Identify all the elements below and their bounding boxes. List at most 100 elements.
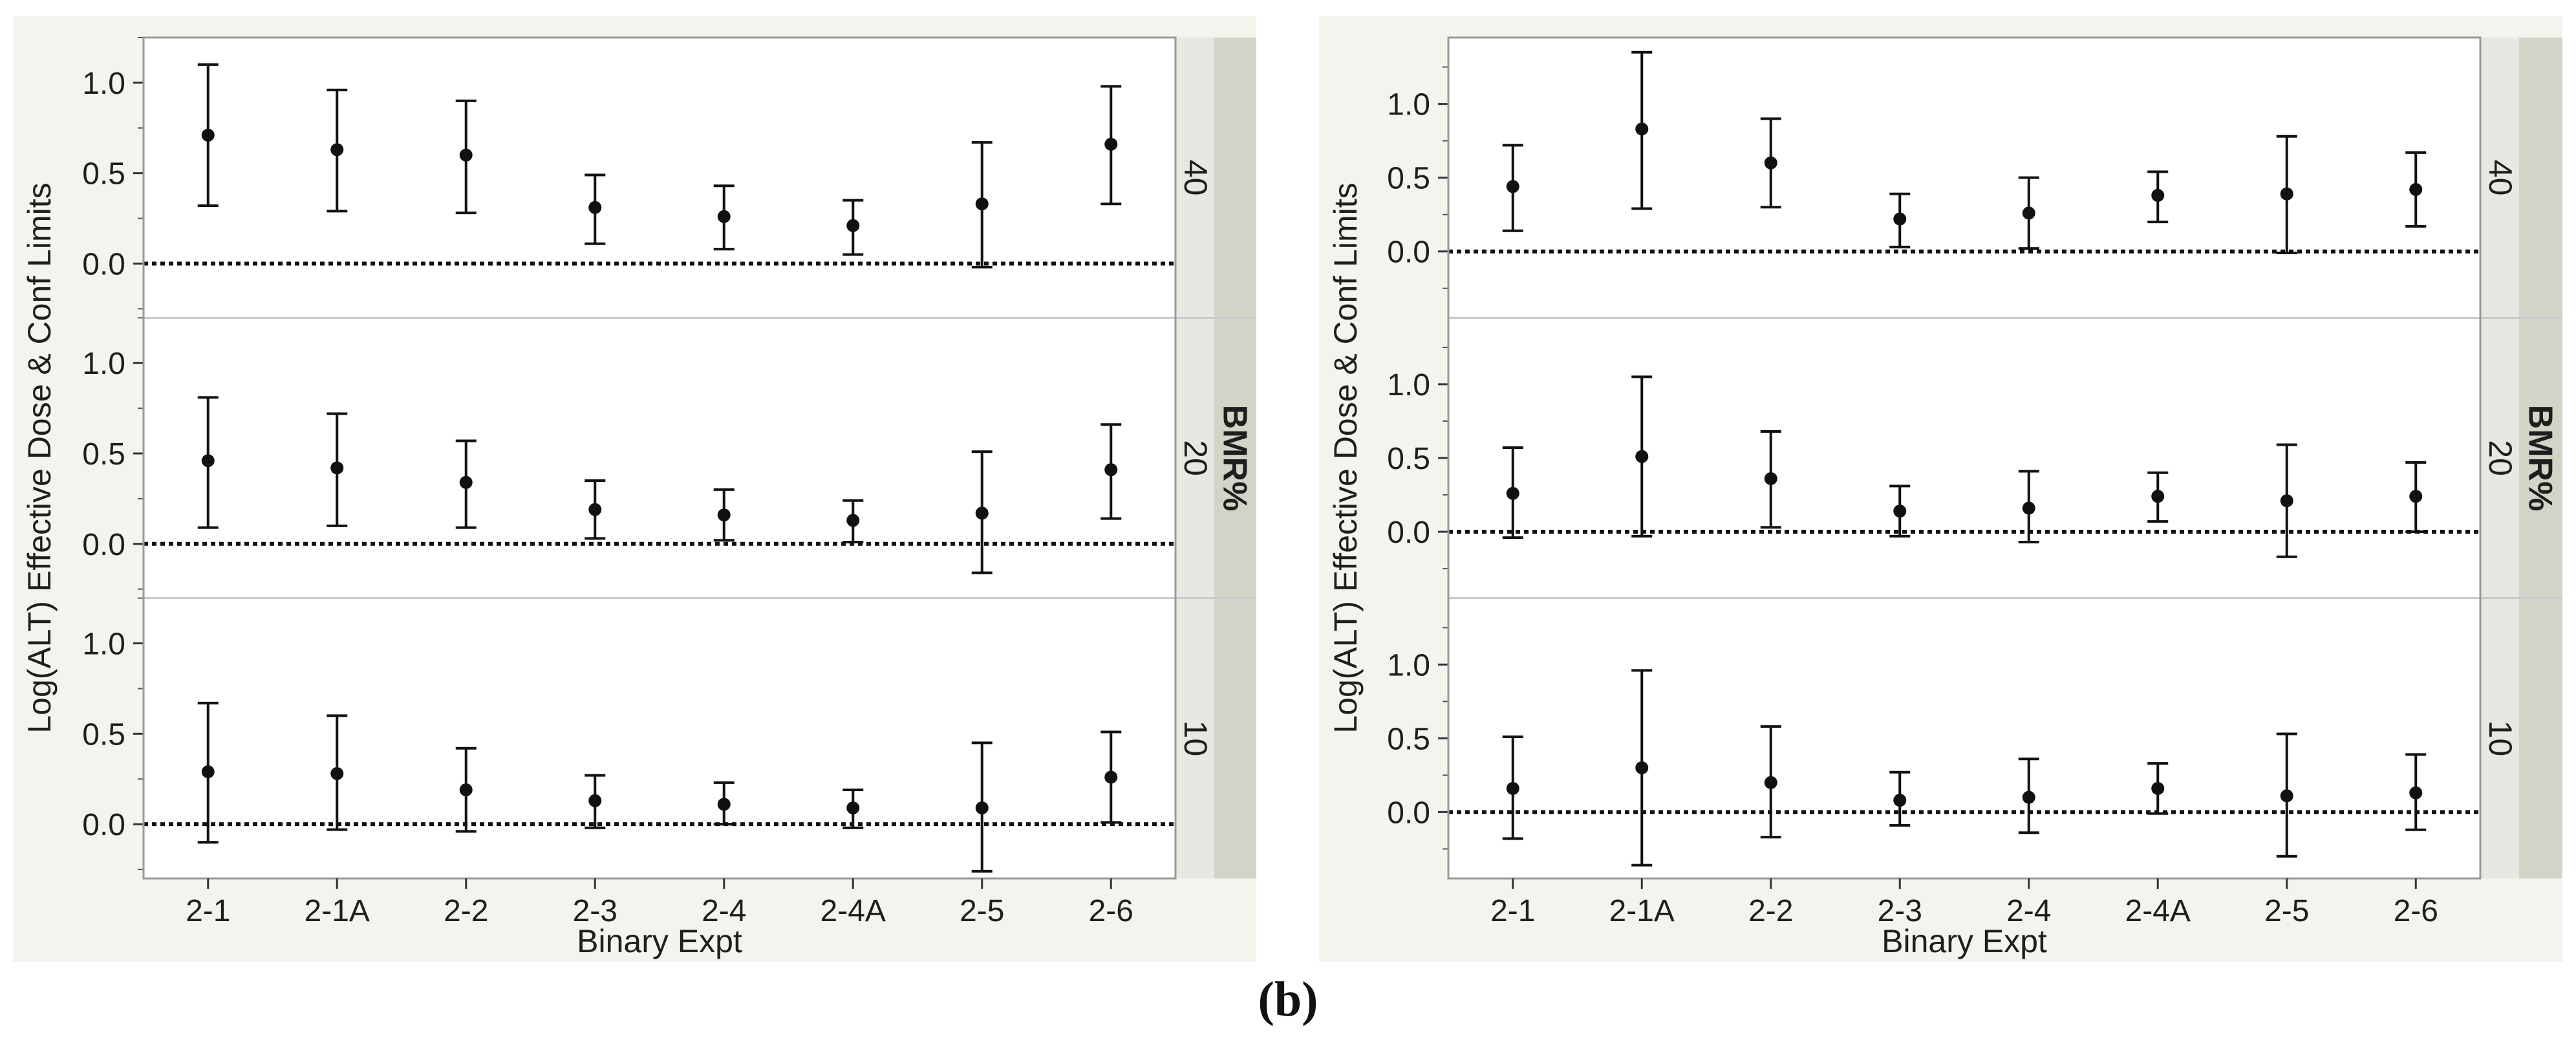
- facet-label: BMR%: [2522, 405, 2559, 512]
- panel-label: 10: [1177, 721, 1214, 757]
- error-bar-2-1: [1502, 144, 1523, 232]
- panel-label: 20: [1177, 440, 1214, 476]
- facet-group-strip: [2519, 38, 2562, 878]
- y-axis-title: Log(ALT) Effective Dose & Conf Limits: [21, 182, 58, 733]
- panel-20: 0.0 0.5 1.0 20: [1387, 316, 2562, 570]
- facet-strip: [2480, 38, 2519, 878]
- figure-caption: (b): [1258, 972, 1318, 1027]
- panel-label: 10: [2482, 721, 2518, 757]
- data-point: [846, 219, 860, 232]
- error-bar-2-3: [585, 774, 606, 829]
- error-bar-2-4: [2018, 470, 2039, 543]
- data-point: [2409, 786, 2423, 800]
- error-bar-2-5: [2276, 135, 2297, 254]
- plot-frame: [142, 36, 1177, 880]
- error-bar-2-3: [585, 173, 606, 245]
- x-tick-label: 2-1: [186, 894, 230, 928]
- plot-frame: [1447, 36, 2482, 880]
- data-point: [975, 197, 989, 211]
- error-bar-2-1A: [327, 89, 348, 213]
- x-tick-label: 2-4A: [821, 894, 886, 928]
- error-bar-2-4A: [843, 789, 864, 829]
- error-bar-2-5: [2276, 443, 2297, 558]
- error-bar-2-4: [713, 184, 735, 251]
- plot-area: [144, 38, 1175, 878]
- error-bar-2-3: [585, 479, 606, 540]
- y-tick-label: 1.0: [82, 347, 125, 381]
- data-point: [2151, 781, 2165, 795]
- y-axis-title: Log(ALT) Effective Dose & Conf Limits: [1327, 182, 1364, 733]
- data-point: [1764, 156, 1777, 169]
- error-bar-2-4A: [843, 199, 864, 256]
- data-point: [1893, 794, 1907, 807]
- error-bar-2-4: [713, 781, 735, 826]
- chart-2: 0.0 0.5 1.0 40 0.0 0.5 1.0 20 0.0 0.5 1.0 10 BMR% 2-1…: [1319, 16, 2562, 962]
- data-point: [1764, 776, 1777, 789]
- panel-label: 40: [1177, 160, 1214, 196]
- data-point: [2409, 182, 2423, 196]
- x-tick-label: 2-5: [2264, 894, 2309, 928]
- x-tick-label: 2-6: [1089, 894, 1133, 928]
- data-point: [2409, 490, 2423, 503]
- plot-area: [1448, 38, 2480, 878]
- data-point: [717, 798, 731, 811]
- y-tick-label: 0.0: [82, 528, 125, 562]
- data-point: [1635, 450, 1649, 463]
- x-tick-label: 2-1A: [1609, 894, 1675, 928]
- data-point: [1104, 770, 1118, 784]
- error-bar-2-4A: [2147, 762, 2169, 815]
- error-bar-2-4: [2018, 176, 2039, 250]
- y-tick-label: 0.0: [1387, 796, 1430, 830]
- panel-10: 0.0 0.5 1.0 10: [1387, 597, 2562, 867]
- data-point: [459, 783, 473, 797]
- facet-group-strip: [1214, 38, 1256, 878]
- error-bar-2-1A: [327, 714, 348, 831]
- data-point: [1104, 137, 1118, 151]
- data-point: [1635, 122, 1649, 136]
- y-tick-label: 0.0: [1387, 516, 1430, 550]
- data-point: [2151, 189, 2165, 202]
- data-point: [201, 128, 215, 142]
- data-point: [975, 801, 989, 814]
- data-point: [330, 767, 344, 780]
- error-bar-2-4: [2018, 757, 2039, 834]
- x-tick-label: 2-4: [2006, 894, 2051, 928]
- error-bar-2-2: [1760, 430, 1781, 529]
- y-tick-label: 0.0: [82, 247, 125, 281]
- data-point: [2022, 206, 2035, 220]
- data-point: [459, 475, 473, 489]
- error-bar-2-5: [971, 741, 993, 873]
- data-point: [330, 461, 344, 475]
- data-point: [2280, 789, 2293, 803]
- data-point: [330, 143, 344, 157]
- error-bar-2-4A: [2147, 170, 2169, 224]
- error-bar-2-3: [1889, 485, 1911, 538]
- x-tick-label: 2-3: [573, 894, 617, 928]
- y-tick-label: 1.0: [1387, 648, 1430, 682]
- y-tick-label: 1.0: [82, 627, 125, 662]
- error-bar-2-1: [197, 396, 219, 529]
- panel-40: 0.0 0.5 1.0 40: [82, 37, 1214, 310]
- y-tick-label: 0.0: [82, 808, 125, 842]
- error-bar-2-2: [455, 746, 477, 833]
- data-point: [1506, 486, 1519, 500]
- data-point: [1104, 463, 1118, 477]
- error-bar-2-6: [2405, 461, 2427, 534]
- data-point: [588, 794, 602, 807]
- data-point: [717, 210, 731, 223]
- error-bar-2-3: [1889, 770, 1911, 827]
- y-tick-label: 0.5: [82, 437, 125, 472]
- data-point: [2022, 790, 2035, 804]
- x-tick-label: 2-2: [1748, 894, 1793, 928]
- error-bar-2-1A: [327, 412, 348, 527]
- error-bar-2-2: [1760, 725, 1781, 839]
- data-point: [717, 508, 731, 522]
- data-point: [846, 801, 860, 814]
- error-bar-2-4A: [843, 499, 864, 543]
- error-bar-2-5: [971, 141, 993, 269]
- y-tick-label: 0.5: [1387, 162, 1430, 196]
- data-point: [2022, 501, 2035, 515]
- x-tick-label: 2-1: [1490, 894, 1535, 928]
- error-bar-2-1: [197, 701, 219, 844]
